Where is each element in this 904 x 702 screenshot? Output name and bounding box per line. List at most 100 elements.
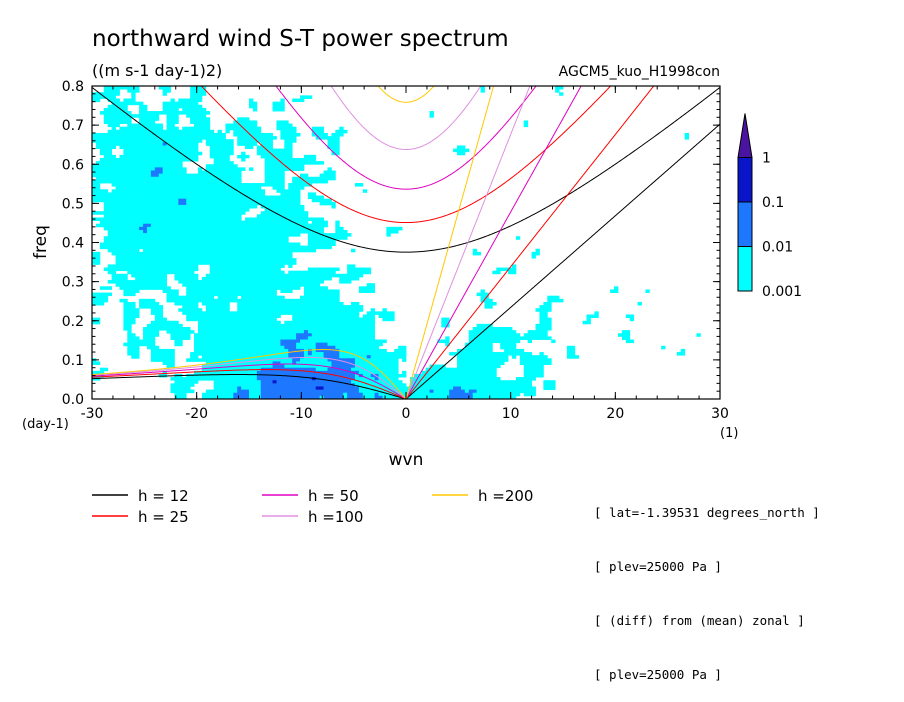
heat-cell: [123, 301, 128, 306]
heat-cell: [225, 148, 230, 153]
heat-cell: [170, 129, 175, 134]
heat-cell: [194, 101, 199, 106]
heat-cell: [358, 305, 364, 309]
heat-cell: [190, 295, 195, 300]
heat-cell: [245, 345, 250, 350]
heat-cell: [150, 198, 156, 203]
heat-cell: [123, 117, 128, 121]
heat-cell: [201, 280, 207, 284]
heat-cell: [319, 198, 324, 203]
heat-cell: [272, 208, 277, 212]
heat-cell: [358, 289, 364, 293]
heat-cell: [331, 336, 336, 340]
heat-cell: [150, 120, 156, 124]
heat-cell: [331, 339, 336, 344]
heat-cell: [390, 229, 395, 234]
heat-cell: [158, 170, 164, 175]
heat-cell: [488, 301, 493, 306]
heat-cell: [150, 157, 156, 162]
heat-cell: [166, 86, 171, 90]
heat-cell: [201, 286, 207, 290]
heat-cell: [280, 198, 285, 203]
heat-cell: [131, 95, 136, 99]
heat-cell: [264, 251, 270, 256]
heat-cell: [296, 201, 301, 206]
heat-cell: [260, 336, 266, 340]
heat-cell: [252, 258, 258, 262]
heat-cell: [335, 323, 340, 328]
heat-cell: [190, 214, 195, 218]
heat-cell: [245, 283, 250, 287]
heat-cell: [264, 242, 270, 247]
heat-cell: [260, 267, 266, 272]
heat-cell: [288, 348, 293, 353]
heat-cell: [115, 114, 120, 118]
heat-cell: [339, 276, 344, 281]
heat-cell: [190, 192, 195, 196]
heat-cell: [158, 183, 164, 187]
heat-cell: [268, 261, 273, 265]
heat-cell: [146, 327, 152, 331]
heat-cell: [351, 323, 356, 328]
heat-cell: [268, 370, 273, 375]
heat-cell: [311, 280, 317, 284]
heat-cell: [127, 348, 132, 353]
heat-cell: [221, 333, 226, 337]
heat-cell: [260, 327, 266, 331]
heat-cell: [205, 342, 211, 347]
heat-cell: [339, 129, 344, 134]
heat-cell: [131, 89, 136, 93]
heat-cell: [111, 192, 116, 196]
heat-cell: [166, 214, 171, 218]
heat-cell: [303, 367, 309, 372]
heat-cell: [150, 220, 156, 225]
heat-cell: [280, 364, 285, 369]
heat-cell: [272, 195, 277, 200]
heat-cell: [272, 342, 277, 347]
heat-cell: [197, 308, 203, 312]
heat-cell: [241, 320, 246, 325]
heat-cell: [547, 323, 552, 328]
heat-cell: [115, 179, 120, 184]
heat-cell: [280, 323, 285, 328]
heat-cell: [358, 267, 364, 272]
heat-cell: [146, 129, 152, 134]
heat-cell: [394, 358, 399, 362]
heat-cell: [150, 114, 156, 118]
heat-cell: [115, 261, 120, 265]
heat-cell: [300, 352, 305, 356]
heat-cell: [229, 217, 234, 221]
heat-cell: [300, 298, 305, 303]
heat-cell: [229, 289, 234, 293]
heat-cell: [413, 377, 419, 381]
heat-cell: [327, 289, 332, 293]
heat-cell: [249, 201, 254, 206]
heat-cell: [492, 301, 497, 306]
heat-cell: [194, 342, 199, 347]
heat-cell: [233, 233, 238, 237]
heat-cell: [237, 311, 242, 315]
heat-cell: [614, 289, 619, 293]
heat-cell: [150, 148, 156, 153]
heat-cell: [319, 339, 324, 344]
heat-cell: [143, 154, 148, 159]
heat-cell: [249, 204, 254, 209]
heat-cell: [182, 157, 187, 162]
heat-cell: [284, 320, 289, 325]
heat-cell: [256, 148, 262, 153]
heat-cell: [119, 198, 124, 203]
heat-cell: [143, 183, 148, 187]
heat-cell: [182, 220, 187, 225]
heat-cell: [249, 245, 254, 250]
heat-cell: [205, 276, 211, 281]
heat-cell: [154, 201, 160, 206]
heat-cell: [327, 320, 332, 325]
heat-cell: [362, 267, 368, 272]
heat-cell: [174, 255, 179, 259]
heat-cell: [233, 273, 238, 278]
heat-cell: [241, 198, 246, 203]
heat-cell: [143, 189, 148, 193]
heat-cell: [150, 251, 156, 256]
heat-cell: [331, 364, 336, 369]
heat-cell: [139, 276, 144, 281]
